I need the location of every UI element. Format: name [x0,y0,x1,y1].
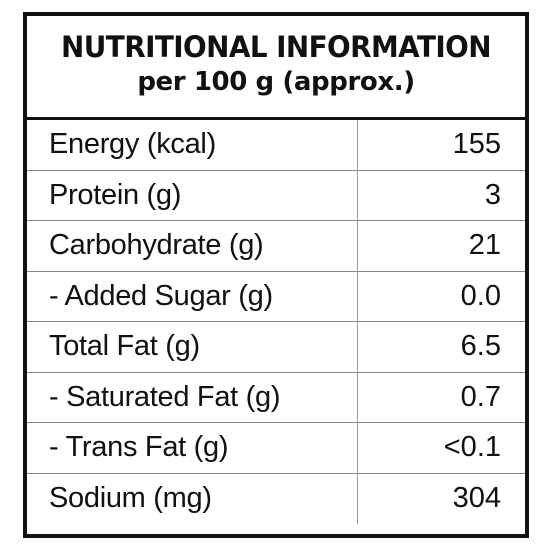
nutrient-name: Total Fat (g) [49,330,200,363]
nutrient-name: - Saturated Fat (g) [49,380,281,413]
nutrient-row-saturated-fat: - Saturated Fat (g) 0.7 [27,373,525,423]
nutrient-name: Carbohydrate (g) [49,229,264,262]
nutrient-row-protein: Protein (g) 3 [27,171,525,221]
nutrient-name: Sodium (mg) [49,482,212,515]
label-title: NUTRITIONAL INFORMATION [61,30,492,64]
nutrient-name: Protein (g) [49,178,182,211]
nutrient-value: 304 [452,482,501,515]
nutrient-table: Energy (kcal) 155 Protein (g) 3 Carbohyd… [27,120,525,524]
nutrient-row-added-sugar: - Added Sugar (g) 0.0 [27,272,525,322]
nutrient-row-trans-fat: - Trans Fat (g) <0.1 [27,423,525,474]
nutrition-label: NUTRITIONAL INFORMATION per 100 g (appro… [23,12,529,538]
nutrient-value: 0.7 [460,380,501,413]
nutrient-row-sodium: Sodium (mg) 304 [27,474,525,525]
nutrient-value: 155 [452,128,501,161]
nutrient-name: - Trans Fat (g) [49,431,229,464]
column-divider [357,120,358,524]
nutrient-value: 6.5 [460,330,501,363]
label-header: NUTRITIONAL INFORMATION per 100 g (appro… [27,16,525,120]
label-subtitle: per 100 g (approx.) [137,67,415,97]
nutrient-row-total-fat: Total Fat (g) 6.5 [27,322,525,373]
nutrient-row-energy: Energy (kcal) 155 [27,120,525,171]
nutrient-name: - Added Sugar (g) [49,279,273,312]
nutrient-value: 3 [484,178,501,211]
nutrient-value: 21 [468,229,501,262]
nutrient-name: Energy (kcal) [49,128,216,161]
nutrient-row-carbohydrate: Carbohydrate (g) 21 [27,221,525,272]
nutrient-value: <0.1 [443,431,501,464]
nutrient-value: 0.0 [460,279,501,312]
